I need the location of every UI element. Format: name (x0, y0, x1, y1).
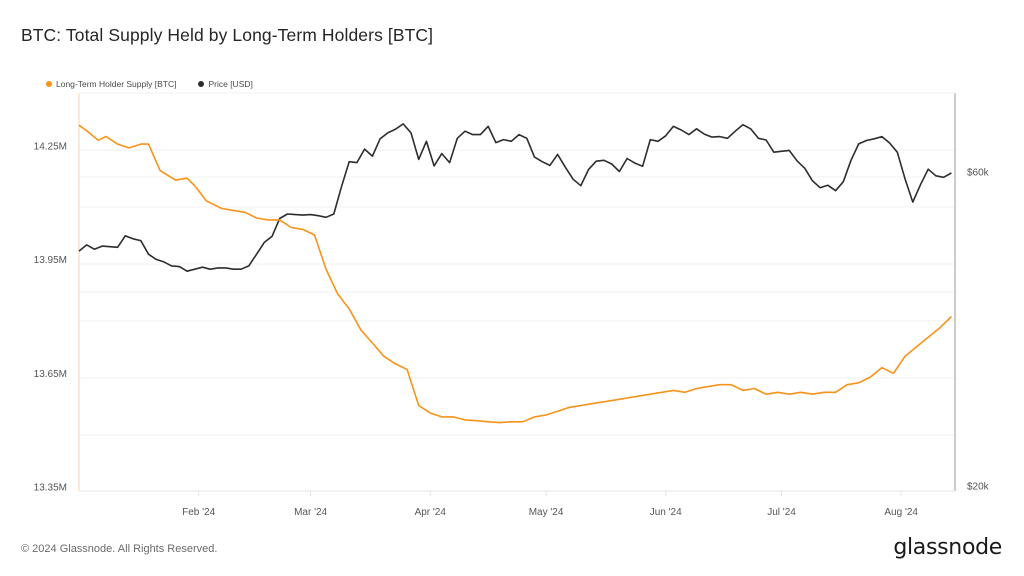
left-y-tick-label: 13.65M (34, 369, 67, 380)
left-y-tick-label: 14.25M (34, 142, 67, 153)
legend-dot-black-icon (198, 81, 205, 87)
price-series-line (78, 123, 952, 272)
legend-item-price[interactable]: Price [USD] (198, 79, 253, 89)
lth-supply-series-line (78, 124, 952, 424)
x-tick-label: Feb '24 (182, 507, 215, 518)
right-y-tick-label: $60k (967, 168, 990, 179)
glassnode-logo: glassnode (893, 535, 1002, 560)
legend-label-price: Price [USD] (208, 79, 253, 89)
legend-dot-orange-icon (46, 81, 52, 87)
x-tick-label: Apr '24 (415, 507, 447, 518)
left-y-tick-label: 13.95M (34, 255, 67, 266)
right-y-tick-label: $20k (967, 482, 990, 493)
grid-lines (79, 149, 955, 436)
x-tick-label: Aug '24 (884, 507, 918, 518)
x-axis: Feb '24 Mar '24 Apr '24 May '24 Jun '24 Jul '… (182, 491, 918, 518)
x-tick-label: Jun '24 (650, 507, 682, 518)
legend-item-lth-supply[interactable]: Long-Term Holder Supply [BTC] (46, 79, 176, 89)
left-y-axis: 14.25M 13.95M 13.65M 13.35M (34, 142, 67, 494)
x-tick-label: May '24 (529, 507, 564, 518)
legend-label-lth-supply: Long-Term Holder Supply [BTC] (56, 79, 177, 89)
right-y-axis: $60k $20k (967, 168, 990, 493)
x-tick-label: Jul '24 (767, 507, 796, 518)
left-y-tick-label: 13.35M (34, 483, 67, 494)
copyright-text: © 2024 Glassnode. All Rights Reserved. (21, 543, 218, 555)
x-tick-label: Mar '24 (294, 507, 327, 518)
chart-title: BTC: Total Supply Held by Long-Term Hold… (21, 25, 434, 45)
chart-legend: Long-Term Holder Supply [BTC] Price [USD… (46, 79, 253, 89)
